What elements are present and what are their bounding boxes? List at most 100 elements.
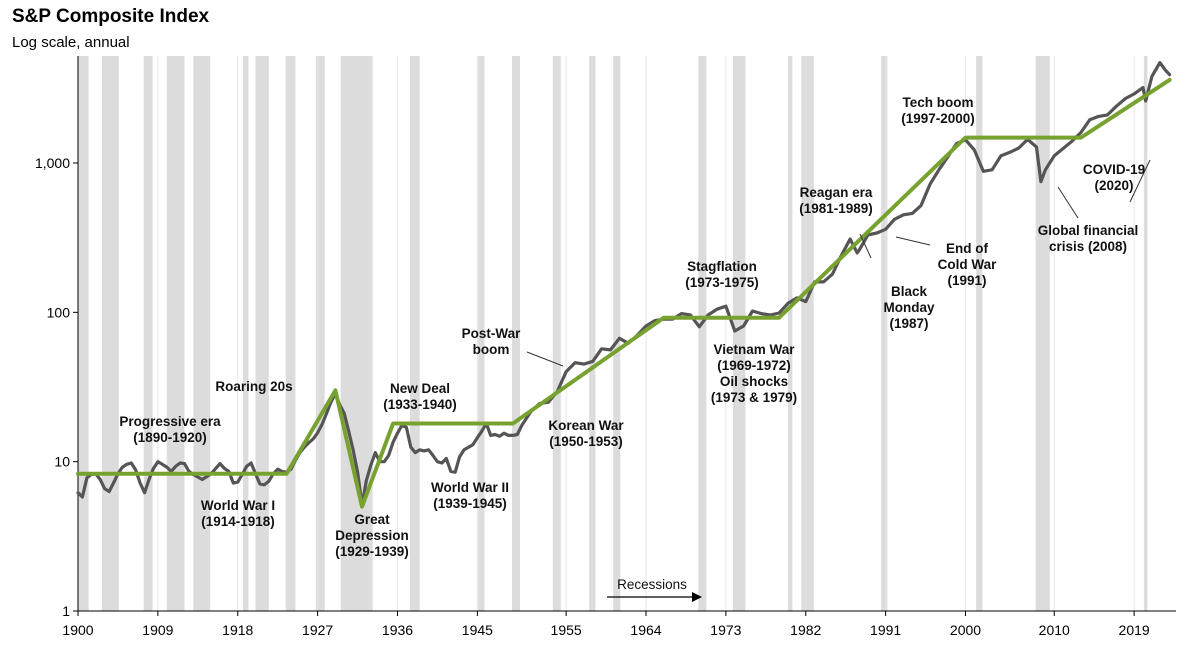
recession-band-11	[478, 56, 485, 611]
annotation-6-line-0: Post-War	[462, 326, 521, 341]
annotation-15: COVID-19 (2020)	[1083, 162, 1145, 193]
annotation-2-line-0: Roaring 20s	[215, 379, 292, 394]
annotation-14-line-0: Global financial	[1038, 223, 1139, 238]
x-tick-label-1927: 1927	[302, 622, 333, 638]
recession-band-1	[101, 56, 119, 611]
annotation-13-line-1: (1997-2000)	[901, 111, 975, 126]
annotation-6: Post-War boom	[462, 326, 521, 357]
recession-band-18	[788, 56, 793, 611]
x-tick-label-2010: 2010	[1039, 622, 1070, 638]
annotation-10-line-1: (1981-1989)	[799, 201, 873, 216]
annotation-13: Tech boom (1997-2000)	[901, 95, 975, 126]
recession-band-12	[511, 56, 520, 611]
x-tick-label-1909: 1909	[142, 622, 173, 638]
recession-band-10	[409, 56, 420, 611]
annotation-8-line-0: Stagflation	[687, 259, 757, 274]
annotations: Progressive era (1890-1920)World War I (19…	[119, 95, 1145, 559]
annotation-12-line-2: (1991)	[947, 273, 986, 288]
chart-subtitle: Log scale, annual	[12, 34, 130, 51]
annotation-7: Korean War (1950-1953)	[548, 418, 624, 449]
x-tick-label-1964: 1964	[630, 622, 661, 638]
recession-legend-label: Recessions	[617, 577, 687, 592]
annotation-9: Vietnam War (1969-1972) Oil shocks (1973 & …	[711, 342, 797, 405]
chart-title: S&P Composite Index	[12, 6, 210, 27]
annotation-12: End of Cold War (1991)	[938, 241, 997, 288]
y-tick-label-10: 10	[54, 454, 70, 470]
recession-band-3	[166, 56, 185, 611]
y-tick-label-100: 100	[47, 304, 71, 320]
x-tick-label-1991: 1991	[870, 622, 901, 638]
recession-band-5	[243, 56, 249, 611]
annotation-14: Global financial crisis (2008)	[1038, 223, 1139, 254]
annotation-arrow-0	[526, 351, 564, 367]
x-tick-label-1955: 1955	[551, 622, 582, 638]
annotation-10: Reagan era (1981-1989)	[799, 185, 873, 216]
annotation-arrow-3	[1057, 186, 1079, 219]
annotation-arrow-1	[859, 233, 872, 259]
annotation-4-line-0: New Deal	[390, 381, 450, 396]
annotation-8-line-1: (1973-1975)	[685, 275, 759, 290]
y-tick-label-1: 1	[62, 603, 70, 619]
sp-index-line	[76, 61, 1172, 507]
recession-band-0	[78, 56, 89, 611]
annotation-11: Black Monday (1987)	[883, 284, 934, 331]
tick-labels: 1 10 100 1,000 1900 1909 1918 1927 1936 1945 1955 1…	[35, 155, 1150, 638]
x-tick-label-1982: 1982	[790, 622, 821, 638]
annotation-3: Great Depression (1929-1939)	[335, 512, 409, 559]
recession-band-2	[143, 56, 153, 611]
annotation-1-line-1: (1914-1918)	[201, 514, 275, 529]
trend-line	[76, 77, 1172, 509]
annotation-12-line-1: Cold War	[938, 257, 997, 272]
annotation-2: Roaring 20s	[215, 379, 292, 394]
x-tick-label-2000: 2000	[950, 622, 981, 638]
annotation-9-line-1: (1969-1972)	[717, 358, 791, 373]
annotation-9-line-3: (1973 & 1979)	[711, 390, 797, 405]
recession-legend-arrowhead	[692, 592, 702, 602]
annotation-7-line-0: Korean War	[548, 418, 624, 433]
annotation-14-line-1: crisis (2008)	[1049, 239, 1127, 254]
y-tick-label-1000: 1,000	[35, 155, 70, 171]
annotation-10-line-0: Reagan era	[800, 185, 873, 200]
recession-band-9	[340, 56, 373, 611]
annotation-5-line-0: World War II	[431, 480, 509, 495]
x-tick-label-1918: 1918	[222, 622, 253, 638]
annotation-5: World War II (1939-1945)	[431, 480, 509, 511]
recession-band-16	[698, 56, 707, 611]
annotation-11-line-2: (1987)	[889, 316, 928, 331]
annotation-11-line-1: Monday	[883, 300, 934, 315]
recession-band-20	[881, 56, 888, 611]
recession-band-22	[1035, 56, 1050, 611]
annotation-11-line-0: Black	[891, 284, 928, 299]
x-tick-label-1945: 1945	[462, 622, 493, 638]
vertical-gridlines	[157, 56, 1135, 611]
annotation-13-line-0: Tech boom	[902, 95, 973, 110]
annotation-arrow-4	[1129, 159, 1151, 203]
series-lines	[76, 61, 1172, 509]
annotation-arrows	[526, 159, 1151, 367]
annotation-0: Progressive era (1890-1920)	[119, 414, 221, 445]
recession-band-7	[285, 56, 296, 611]
axes	[77, 56, 1176, 612]
recession-band-15	[613, 56, 621, 611]
recession-band-13	[552, 56, 561, 611]
recession-band-14	[589, 56, 596, 611]
annotation-4: New Deal (1933-1940)	[383, 381, 457, 412]
x-tick-label-2019: 2019	[1119, 622, 1150, 638]
x-tick-label-1973: 1973	[710, 622, 741, 638]
annotation-12-line-0: End of	[946, 241, 988, 256]
annotation-8: Stagflation (1973-1975)	[685, 259, 759, 290]
annotation-0-line-0: Progressive era	[119, 414, 221, 429]
recession-legend: Recessions	[607, 577, 702, 602]
recession-band-8	[315, 56, 325, 611]
annotation-9-line-2: Oil shocks	[720, 374, 788, 389]
annotation-3-line-1: Depression	[335, 528, 409, 543]
annotation-4-line-1: (1933-1940)	[383, 397, 457, 412]
annotation-3-line-2: (1929-1939)	[335, 544, 409, 559]
annotation-1-line-0: World War I	[201, 498, 275, 513]
x-tick-label-1936: 1936	[382, 622, 413, 638]
annotation-3-line-0: Great	[354, 512, 390, 527]
annotation-0-line-1: (1890-1920)	[133, 430, 207, 445]
recession-band-17	[732, 56, 746, 611]
annotation-1: World War I (1914-1918)	[201, 498, 275, 529]
